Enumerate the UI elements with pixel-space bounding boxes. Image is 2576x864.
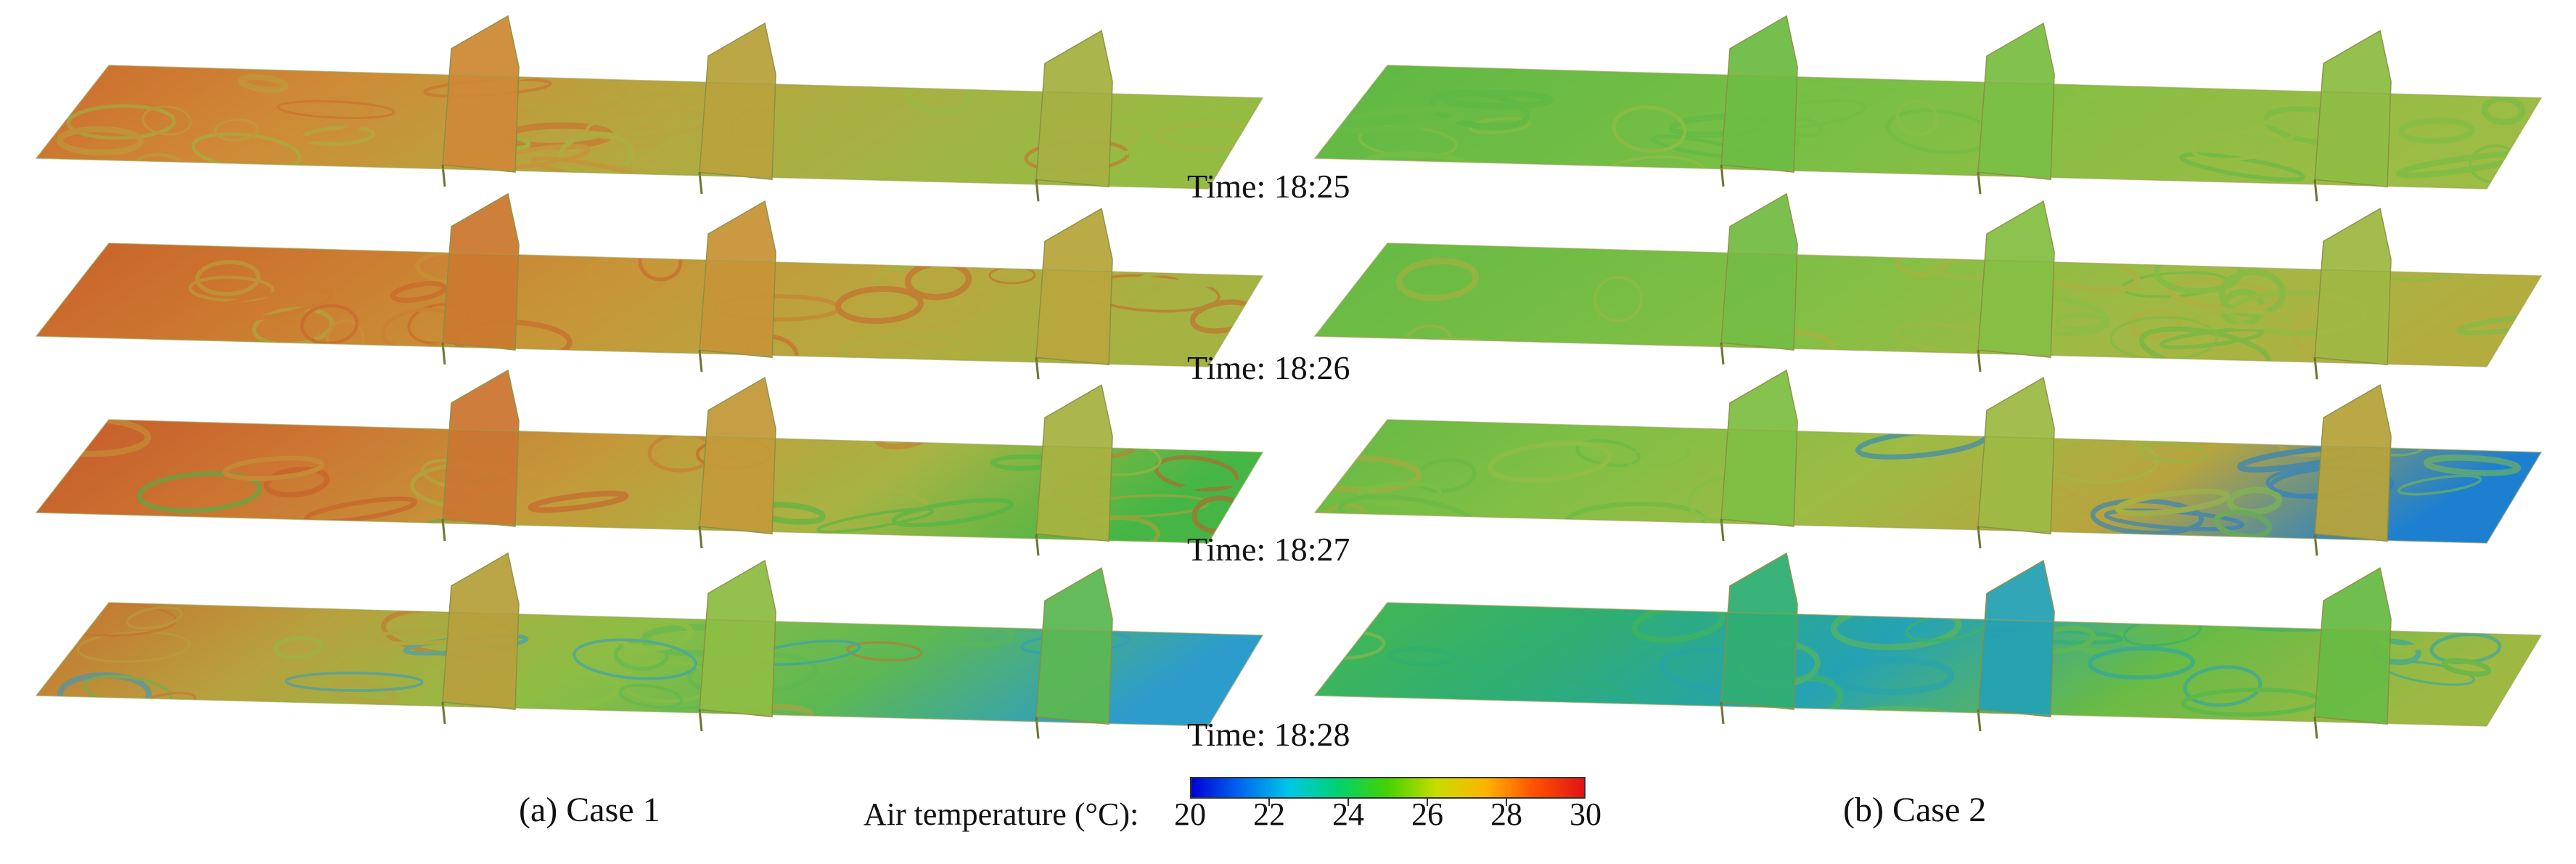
colorbar-tick-mark <box>1348 799 1349 806</box>
colorbar-tick-mark <box>1427 799 1428 806</box>
colorbar-tick-mark <box>1506 799 1507 806</box>
time-label-1827: Time: 18:27 <box>1187 531 1350 568</box>
temperature-slice <box>35 552 1264 739</box>
time-label-1828: Time: 18:28 <box>1187 716 1350 753</box>
case-1-panel <box>35 15 1264 739</box>
case-1-caption: (a) Case 1 <box>519 791 660 829</box>
temperature-slice <box>35 192 1264 380</box>
time-label-1826: Time: 18:26 <box>1187 349 1350 386</box>
colorbar-title: Air temperature (°C): <box>864 796 1139 832</box>
time-label-1825: Time: 18:25 <box>1187 168 1350 205</box>
temperature-slice <box>1313 552 2543 739</box>
temperature-slice <box>35 369 1264 556</box>
colorbar-tick-label: 20 <box>1174 796 1206 832</box>
temperature-slice <box>1313 15 2543 202</box>
colorbar-tick-label: 30 <box>1570 796 1601 832</box>
temperature-slice <box>1313 192 2543 380</box>
temperature-slice <box>1313 369 2543 556</box>
case-2-caption: (b) Case 2 <box>1843 791 1987 829</box>
case-2-panel <box>1313 15 2543 739</box>
temperature-slice <box>35 15 1264 202</box>
temperature-colorbar <box>1190 777 1586 799</box>
colorbar-tick-mark <box>1268 799 1270 806</box>
